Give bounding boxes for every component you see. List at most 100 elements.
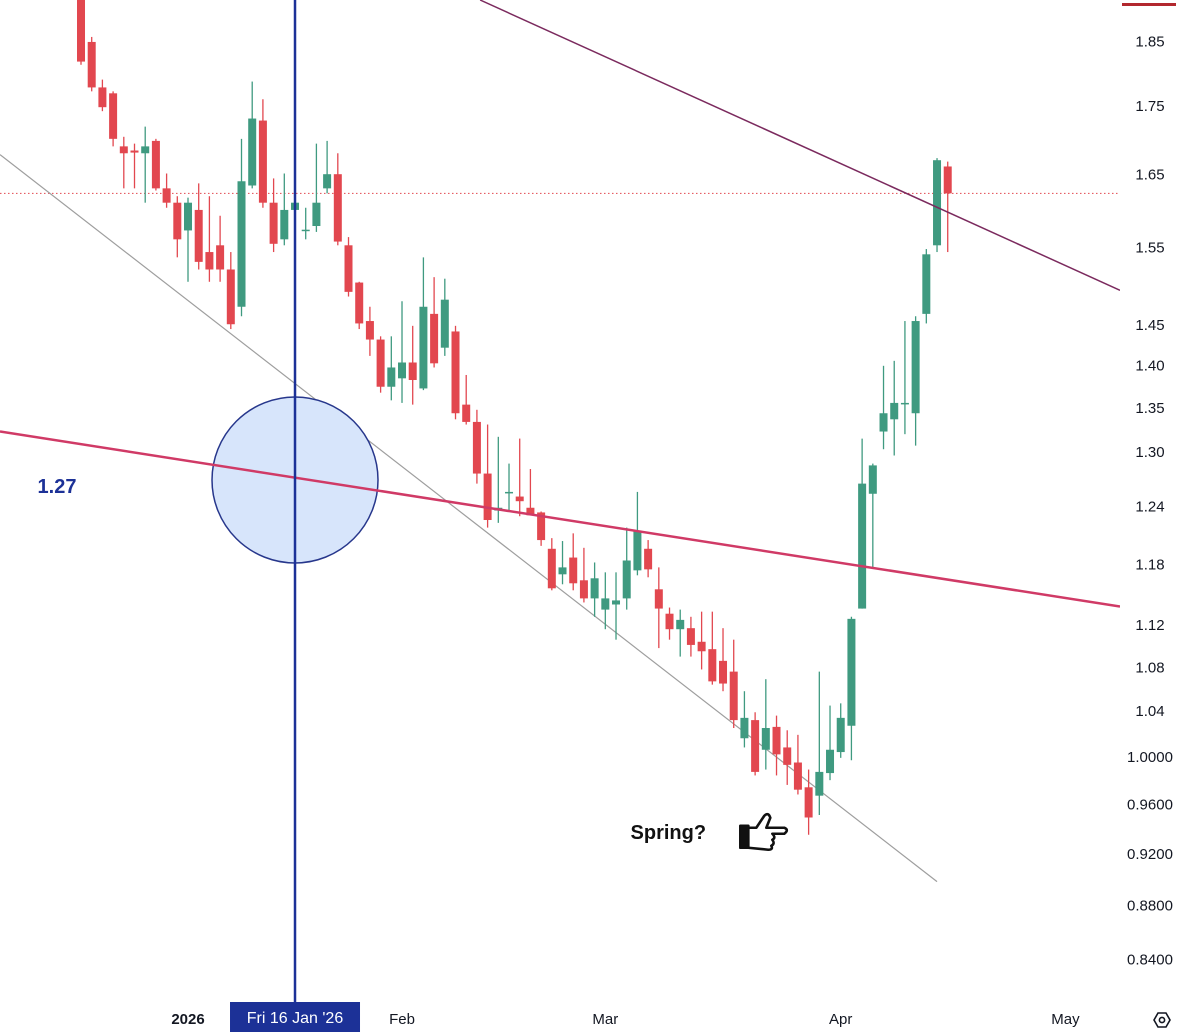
- candle-body: [269, 202, 278, 244]
- y-tick-label: 0.8800: [1127, 897, 1173, 914]
- y-tick-label: 1.55: [1135, 239, 1164, 256]
- crosshair-x-label: Fri 16 Jan '26: [247, 1010, 344, 1027]
- x-tick-label: Mar: [592, 1011, 618, 1028]
- y-tick-label: 1.30: [1135, 444, 1164, 461]
- y-tick-label: 1.18: [1135, 556, 1164, 573]
- candle-body: [847, 618, 856, 726]
- candle-body: [365, 321, 374, 340]
- candle-body: [419, 306, 428, 389]
- candle-body: [858, 483, 867, 609]
- y-tick-label: 1.04: [1135, 703, 1164, 720]
- candle-body: [119, 146, 128, 154]
- candle-body: [387, 367, 396, 387]
- candle-body: [644, 548, 653, 570]
- settings-icon[interactable]: [1153, 1012, 1171, 1028]
- candle-body: [719, 660, 728, 684]
- candle-body: [194, 209, 203, 262]
- candle-body: [708, 649, 717, 682]
- candle-body: [462, 404, 471, 422]
- y-tick-label: 1.75: [1135, 98, 1164, 115]
- candle-body: [761, 728, 770, 750]
- annotation-text: Spring?: [631, 822, 707, 844]
- candle-body: [77, 0, 86, 62]
- candle-body: [376, 339, 385, 387]
- candle-body: [622, 560, 631, 599]
- candle-body: [141, 146, 150, 154]
- crosshair-y-label: 1.27: [38, 476, 77, 498]
- candle-body: [398, 362, 407, 379]
- candle-body: [248, 118, 257, 186]
- x-tick-label: Feb: [389, 1011, 415, 1028]
- candle-body: [333, 174, 342, 242]
- candle-body: [569, 557, 578, 584]
- candle-body: [686, 628, 695, 645]
- candle-body: [729, 671, 738, 721]
- pointing-hand: [739, 812, 789, 852]
- y-tick-label: 1.12: [1135, 617, 1164, 634]
- candle-body: [323, 174, 332, 189]
- candle-body: [472, 421, 481, 474]
- candle-body: [815, 771, 824, 796]
- settings-dot: [1158, 1016, 1166, 1024]
- candle-body: [451, 331, 460, 414]
- candle-body: [911, 321, 920, 414]
- candle-body: [933, 160, 942, 246]
- candle-body: [109, 93, 118, 139]
- candle-body: [515, 496, 524, 502]
- candle-body: [900, 402, 909, 405]
- candle-body: [184, 202, 193, 231]
- price-marker: [1122, 3, 1176, 6]
- candle-body: [526, 507, 535, 516]
- candle-body: [205, 252, 214, 270]
- candle-body: [868, 465, 877, 494]
- trendline: [479, 0, 1120, 291]
- candle-body: [590, 578, 599, 599]
- candle-body: [654, 589, 663, 609]
- candle-body: [558, 567, 567, 575]
- candle-body: [665, 613, 674, 630]
- candle-body: [312, 202, 321, 227]
- trendline: [0, 430, 1120, 608]
- candle-body: [751, 720, 760, 772]
- candle-body: [237, 181, 246, 307]
- candle-body: [505, 491, 514, 494]
- candle-body: [355, 282, 364, 324]
- y-tick-label: 0.9200: [1127, 846, 1173, 863]
- y-tick-label: 1.40: [1135, 358, 1164, 375]
- candle-body: [258, 120, 267, 203]
- candle-body: [537, 512, 546, 541]
- candle-body: [697, 641, 706, 652]
- candle-body: [98, 87, 107, 108]
- candle-body: [547, 548, 556, 589]
- candle-body: [344, 245, 353, 292]
- candle-body: [633, 530, 642, 571]
- x-tick-label: 2026: [171, 1011, 204, 1028]
- settings-hexagon: [1153, 1012, 1171, 1028]
- candle-body: [151, 140, 160, 189]
- hand-cuff: [740, 825, 749, 848]
- candle-body: [836, 717, 845, 753]
- candle-body: [87, 41, 96, 88]
- y-tick-label: 1.08: [1135, 659, 1164, 676]
- candle-body: [772, 726, 781, 755]
- candle-body: [826, 749, 835, 774]
- candle-body: [804, 787, 813, 818]
- y-tick-label: 1.0000: [1127, 749, 1173, 766]
- candle-body: [408, 362, 417, 381]
- candle-body: [890, 402, 899, 420]
- y-tick-label: 1.45: [1135, 317, 1164, 334]
- x-tick-label: Apr: [829, 1011, 852, 1028]
- candle-body: [162, 188, 171, 203]
- y-tick-label: 1.24: [1135, 499, 1164, 516]
- candle-body: [579, 580, 588, 599]
- y-tick-label: 0.9600: [1127, 796, 1173, 813]
- candle-body: [922, 254, 931, 314]
- candle-body: [612, 600, 621, 605]
- y-tick-label: 1.65: [1135, 167, 1164, 184]
- y-tick-label: 1.85: [1135, 34, 1164, 51]
- candle-body: [280, 209, 289, 240]
- candle-body: [226, 269, 235, 325]
